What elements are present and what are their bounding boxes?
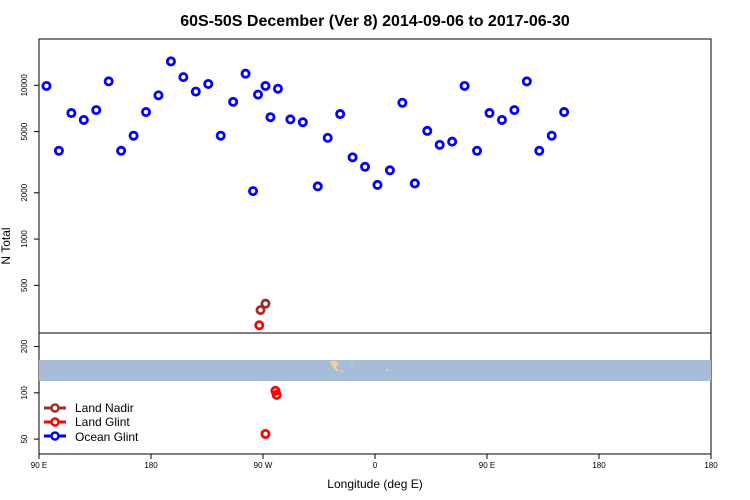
map-land-islet-3: [386, 369, 388, 371]
y-tick-label-upper: 10000: [20, 74, 29, 97]
point-land-nadir: [260, 298, 271, 309]
point-ocean-glint: [559, 107, 570, 118]
point-ocean-glint: [260, 80, 271, 91]
legend-item-ocean-glint: Ocean Glint: [44, 430, 139, 444]
point-ocean-glint: [116, 145, 127, 156]
map-land-islet-2: [351, 362, 353, 364]
point-ocean-glint: [240, 68, 251, 79]
y-axis-label: N Total: [0, 227, 13, 264]
legend-marker-land-glint: [50, 417, 60, 427]
point-land-glint: [260, 428, 271, 439]
y-tick-label-upper: 2000: [20, 183, 29, 201]
series-points: [41, 56, 570, 439]
map-band: [39, 360, 711, 381]
point-ocean-glint: [434, 139, 445, 150]
legend-item-land-glint: Land Glint: [44, 415, 130, 429]
x-axis: 90 E 180 90 W 0 90 E 180 180: [31, 454, 718, 470]
legend: Land Nadir Land Glint Ocean Glint: [44, 401, 139, 444]
point-ocean-glint: [521, 76, 532, 87]
point-ocean-glint: [91, 105, 102, 116]
point-ocean-glint: [265, 112, 276, 123]
point-ocean-glint: [178, 72, 189, 83]
point-ocean-glint: [66, 108, 77, 119]
point-ocean-glint: [372, 179, 383, 190]
point-ocean-glint: [384, 165, 395, 176]
point-ocean-glint: [248, 186, 259, 197]
legend-label-land-nadir: Land Nadir: [75, 401, 134, 415]
map-land-antarctic-peninsula: [330, 361, 339, 371]
point-ocean-glint: [447, 136, 458, 147]
x-tick-label: 180: [704, 461, 718, 470]
x-tick-label: 90 E: [479, 461, 495, 470]
point-land-glint: [254, 320, 265, 331]
point-ocean-glint: [153, 90, 164, 101]
point-ocean-glint: [297, 117, 308, 128]
point-ocean-glint: [165, 56, 176, 67]
legend-marker-ocean-glint: [50, 431, 60, 441]
y-tick-label-lower: 100: [20, 386, 29, 400]
x-tick-label: 180: [592, 461, 606, 470]
x-tick-label: 180: [144, 461, 158, 470]
point-ocean-glint: [41, 80, 52, 91]
legend-label-land-glint: Land Glint: [75, 415, 130, 429]
point-ocean-glint: [128, 130, 139, 141]
point-ocean-glint: [103, 76, 114, 87]
point-ocean-glint: [215, 130, 226, 141]
point-ocean-glint: [484, 108, 495, 119]
point-land-glint: [271, 389, 282, 400]
point-ocean-glint: [203, 78, 214, 89]
point-ocean-glint: [509, 105, 520, 116]
point-ocean-glint: [141, 107, 152, 118]
point-ocean-glint: [409, 178, 420, 189]
point-ocean-glint: [422, 125, 433, 136]
point-ocean-glint: [335, 109, 346, 120]
lower-plot-frame: [38, 332, 712, 455]
point-ocean-glint: [228, 96, 239, 107]
y-tick-label-lower: 50: [20, 434, 29, 443]
x-tick-label: 90 E: [31, 461, 47, 470]
x-axis-label: Longitude (deg E): [327, 477, 422, 491]
point-ocean-glint: [546, 130, 557, 141]
y-axis-lower: 200 100 50: [20, 339, 39, 444]
chart-title: 60S-50S December (Ver 8) 2014-09-06 to 2…: [180, 13, 570, 30]
x-tick-label: 90 W: [254, 461, 273, 470]
y-tick-label-lower: 200: [20, 339, 29, 353]
point-ocean-glint: [312, 181, 323, 192]
point-ocean-glint: [253, 89, 264, 100]
legend-item-land-nadir: Land Nadir: [44, 401, 134, 415]
point-ocean-glint: [78, 114, 89, 125]
point-ocean-glint: [190, 86, 201, 97]
point-ocean-glint: [347, 152, 358, 163]
point-ocean-glint: [285, 114, 296, 125]
point-ocean-glint: [534, 145, 545, 156]
legend-marker-land-nadir: [50, 403, 60, 413]
point-ocean-glint: [459, 80, 470, 91]
point-ocean-glint: [496, 114, 507, 125]
y-tick-label-upper: 1000: [20, 230, 29, 248]
legend-label-ocean-glint: Ocean Glint: [75, 430, 139, 444]
point-ocean-glint: [472, 145, 483, 156]
map-land-islet-1: [341, 370, 343, 372]
point-ocean-glint: [272, 83, 283, 94]
point-ocean-glint: [360, 161, 371, 172]
y-tick-label-upper: 5000: [20, 122, 29, 140]
point-ocean-glint: [397, 97, 408, 108]
point-land-nadir: [255, 305, 266, 316]
x-tick-label: 0: [373, 461, 378, 470]
y-axis-upper: 10000 5000 2000 1000 500: [20, 74, 39, 292]
point-ocean-glint: [322, 132, 333, 143]
y-tick-label-upper: 500: [20, 278, 29, 292]
point-ocean-glint: [53, 145, 64, 156]
